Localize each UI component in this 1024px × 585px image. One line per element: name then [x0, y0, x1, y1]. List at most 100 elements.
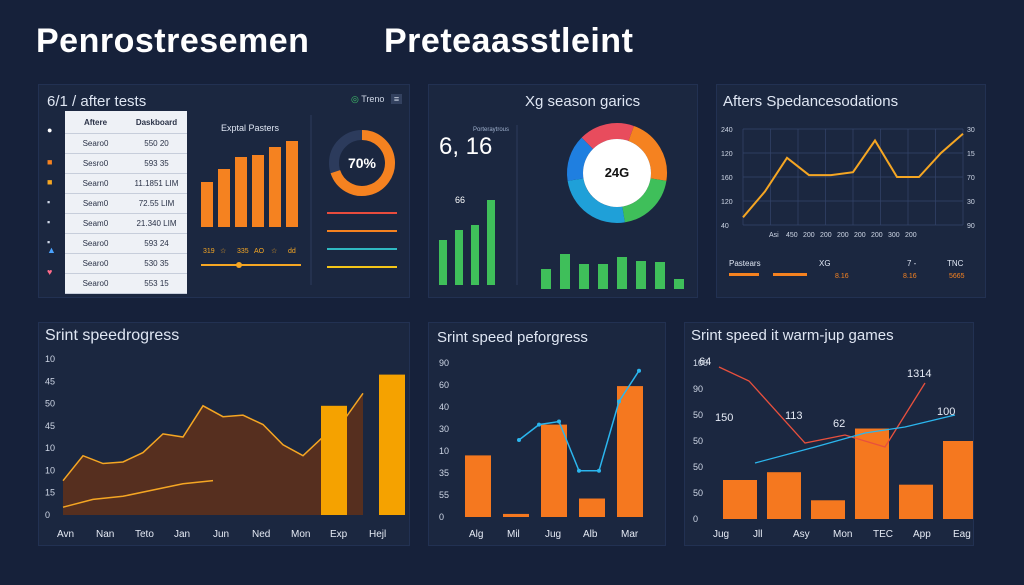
y-tick: 60: [439, 380, 449, 390]
x-tick: Avn: [57, 529, 74, 540]
bar: [723, 480, 757, 519]
x-tick: Jun: [213, 529, 229, 540]
bar: [899, 484, 933, 519]
y-tick: 50: [693, 488, 703, 498]
table-row[interactable]: Searo0 530 35: [65, 254, 187, 274]
x-tick: Ned: [252, 529, 270, 540]
table-cell: 72.55 LIM: [138, 199, 175, 208]
table-cell: Searo0: [82, 259, 109, 268]
donut-center: [583, 139, 651, 207]
table-cell: 593 24: [144, 239, 169, 248]
bar: [617, 386, 643, 517]
line-point: [517, 438, 521, 442]
chart3-svg: 100 90 50 50 50 50 0 64 150 113 62 1314 100 Jug Jll Asy…: [693, 356, 973, 540]
page-title-left: Penrostresemen: [36, 22, 310, 60]
x-tick: 200: [871, 232, 883, 239]
table-row[interactable]: Searn0 11.1851 LIM: [65, 174, 187, 194]
bar: [379, 374, 405, 515]
bar: [855, 428, 889, 519]
x-tick: Exp: [330, 529, 348, 540]
mini-bar-label: ☆: [271, 247, 277, 255]
table-row[interactable]: Searo0 553 15: [65, 274, 187, 294]
bar: [541, 424, 567, 517]
table-row[interactable]: Sesro0 593 35: [65, 154, 187, 174]
donut-slice: [628, 125, 667, 181]
table-cell: Searo0: [82, 279, 109, 288]
y-tick: 35: [439, 468, 449, 478]
panel3-graphics: 240 30 120 15 160 70 120 30 40 90 Asi 450 200 200 200 2…: [721, 127, 975, 239]
x-tick: Nan: [96, 529, 114, 540]
table-row[interactable]: Seam0 72.55 LIM: [65, 194, 187, 214]
x-tick: 200: [820, 232, 832, 239]
x-tick: Eag: [953, 529, 971, 540]
green-bar: [455, 230, 463, 285]
chart2-svg: 90 60 40 30 10 35 55 0 Alg Mil Jug Alb Mar: [439, 358, 643, 540]
blue-line: [754, 414, 956, 464]
x-tick: Jug: [545, 529, 561, 540]
line-point: [637, 368, 641, 373]
bar: [465, 455, 491, 517]
tag-icon: ▪: [47, 237, 51, 247]
line-point: [617, 399, 621, 404]
mini-bar: [252, 155, 264, 227]
menu-icon[interactable]: ≡: [390, 94, 403, 104]
y-tick: 10: [439, 446, 449, 456]
x-tick: 450: [786, 232, 798, 239]
green-bar: [655, 262, 665, 289]
bar: [579, 498, 605, 517]
chart-sprint-progress: Srint speedrogress 0 15 10 10 45 50 45 10 Avn Nan…: [38, 322, 410, 546]
table-cell: Searo0: [82, 139, 109, 148]
big-number-value: 6, 16: [439, 133, 493, 160]
mini-bar-label: 335: [237, 248, 249, 255]
annotation: 100: [937, 406, 955, 418]
x-tick: 200: [803, 232, 815, 239]
green-bar: [598, 264, 608, 289]
x-tick: Jug: [713, 529, 729, 540]
table-row[interactable]: Searo0 550 20: [65, 134, 187, 154]
y-tick-left: 120: [721, 199, 733, 206]
mini-bar-label: AO: [254, 248, 265, 255]
legend-right-3: TNC: [947, 259, 964, 268]
donut-slice: [567, 177, 625, 223]
y-tick: 50: [693, 410, 703, 420]
y-tick-right: 30: [967, 127, 975, 134]
y-tick-right: 90: [967, 223, 975, 230]
table-cell: Seam0: [82, 219, 109, 228]
x-tick: 200: [905, 232, 917, 239]
chart3-title: Srint speed it warm-jup games: [691, 327, 894, 344]
bullet-icon: ●: [47, 125, 53, 135]
big-number: 6, 16: [439, 133, 492, 161]
x-tick: Mar: [621, 529, 639, 540]
x-tick: Mil: [507, 529, 520, 540]
x-tick: Asy: [793, 529, 810, 540]
y-tick: 0: [693, 514, 698, 524]
y-tick: 100: [693, 358, 708, 368]
line-point: [577, 468, 581, 473]
annotation: 113: [785, 410, 803, 422]
x-tick: Alg: [469, 529, 483, 540]
panel3-title: Afters Spedancesodations: [723, 93, 899, 110]
mini-bar-label: dd: [288, 248, 296, 255]
table-cell: Seam0: [82, 199, 109, 208]
table-cell: 530 35: [144, 259, 169, 268]
y-tick-right: 30: [967, 199, 975, 206]
trend-toggle[interactable]: ◎ Treno ≡: [351, 94, 403, 105]
heart-icon: ♥: [47, 267, 53, 277]
green-bar: [579, 264, 589, 289]
y-tick-left: 40: [721, 223, 729, 230]
x-tick: App: [913, 529, 931, 540]
legend-dot: [236, 262, 242, 268]
page-title-right: Preteaasstleint: [384, 22, 634, 60]
legend-swatch: [729, 273, 759, 276]
table-row[interactable]: Seam0 21.340 LIM: [65, 214, 187, 234]
table-row[interactable]: Searo0 593 24: [65, 234, 187, 254]
y-tick-left: 240: [721, 127, 733, 134]
chart-warmup-games: Srint speed it warm-jup games 100 90 50 50 5…: [684, 322, 974, 546]
mini-bar: [286, 141, 298, 227]
x-tick: Teto: [135, 529, 154, 540]
area-line: [62, 392, 364, 482]
table-cell: Searo0: [82, 239, 109, 248]
panel-after-tests: 6/1 / after tests ◎ Treno ≡ ● ■ ■ ▪ ▪ ▪ …: [38, 84, 410, 298]
green-bar: [636, 261, 646, 289]
green-bar: [560, 254, 570, 289]
